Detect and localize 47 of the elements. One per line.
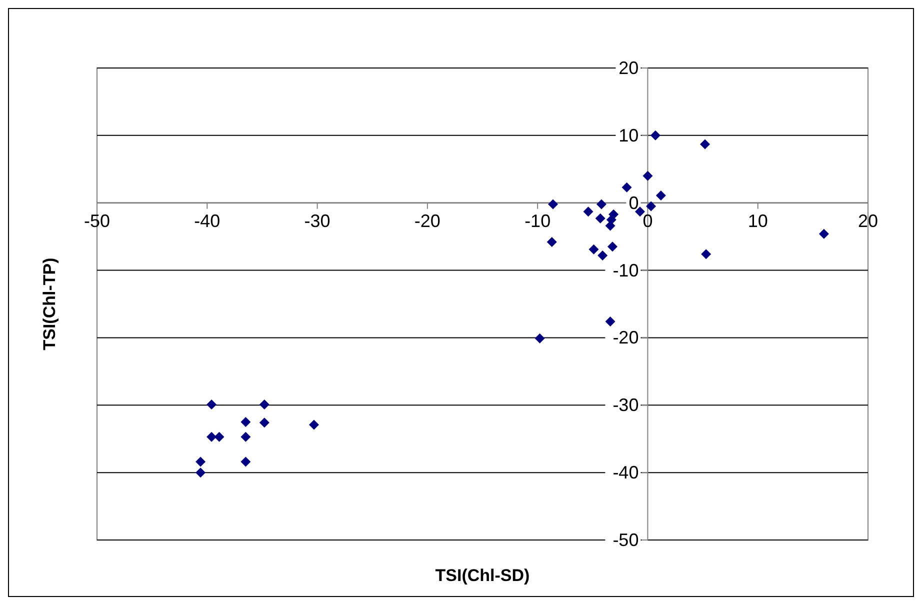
point <box>596 199 606 210</box>
point <box>308 420 319 430</box>
point <box>700 139 710 150</box>
x-tick-label: -40 <box>194 210 220 231</box>
x-tick-label: 20 <box>858 210 878 231</box>
point <box>548 199 558 210</box>
point <box>240 417 251 427</box>
point <box>656 190 666 200</box>
y-tick-label: -40 <box>612 462 639 483</box>
x-tick-label: -50 <box>84 210 110 231</box>
y-axis-title: TSI(Chl-TP) <box>40 258 59 350</box>
y-tick-label: 20 <box>618 58 639 78</box>
point <box>583 206 594 217</box>
point <box>607 242 618 252</box>
point <box>818 228 829 239</box>
point <box>206 399 217 410</box>
point <box>259 418 270 428</box>
y-tick-label: -20 <box>612 328 639 348</box>
point <box>595 213 606 224</box>
y-tick-label: -10 <box>612 260 639 280</box>
point <box>598 250 608 260</box>
x-tick-label: -10 <box>524 210 551 231</box>
point <box>588 244 599 254</box>
point <box>196 468 206 478</box>
x-tick-label: -30 <box>304 210 330 231</box>
y-tick-label: -30 <box>612 395 639 416</box>
point <box>259 399 270 410</box>
point <box>206 432 217 442</box>
point <box>642 170 653 181</box>
point <box>240 432 251 442</box>
x-tick-label: -20 <box>414 210 440 231</box>
y-tick-label: 0 <box>628 192 639 213</box>
point <box>650 130 660 140</box>
point <box>240 456 251 467</box>
x-tick-label: 10 <box>748 210 768 231</box>
point <box>534 333 545 344</box>
y-tick-label: -50 <box>612 530 639 550</box>
point <box>605 316 616 327</box>
point <box>701 249 712 260</box>
y-tick-label: 10 <box>618 125 639 146</box>
point <box>196 456 206 467</box>
point <box>546 236 557 247</box>
point <box>622 182 632 192</box>
x-axis-title: TSI(Chl-SD) <box>435 566 530 585</box>
point <box>214 432 224 442</box>
x-tick-label: 0 <box>642 210 653 231</box>
point <box>605 220 616 231</box>
